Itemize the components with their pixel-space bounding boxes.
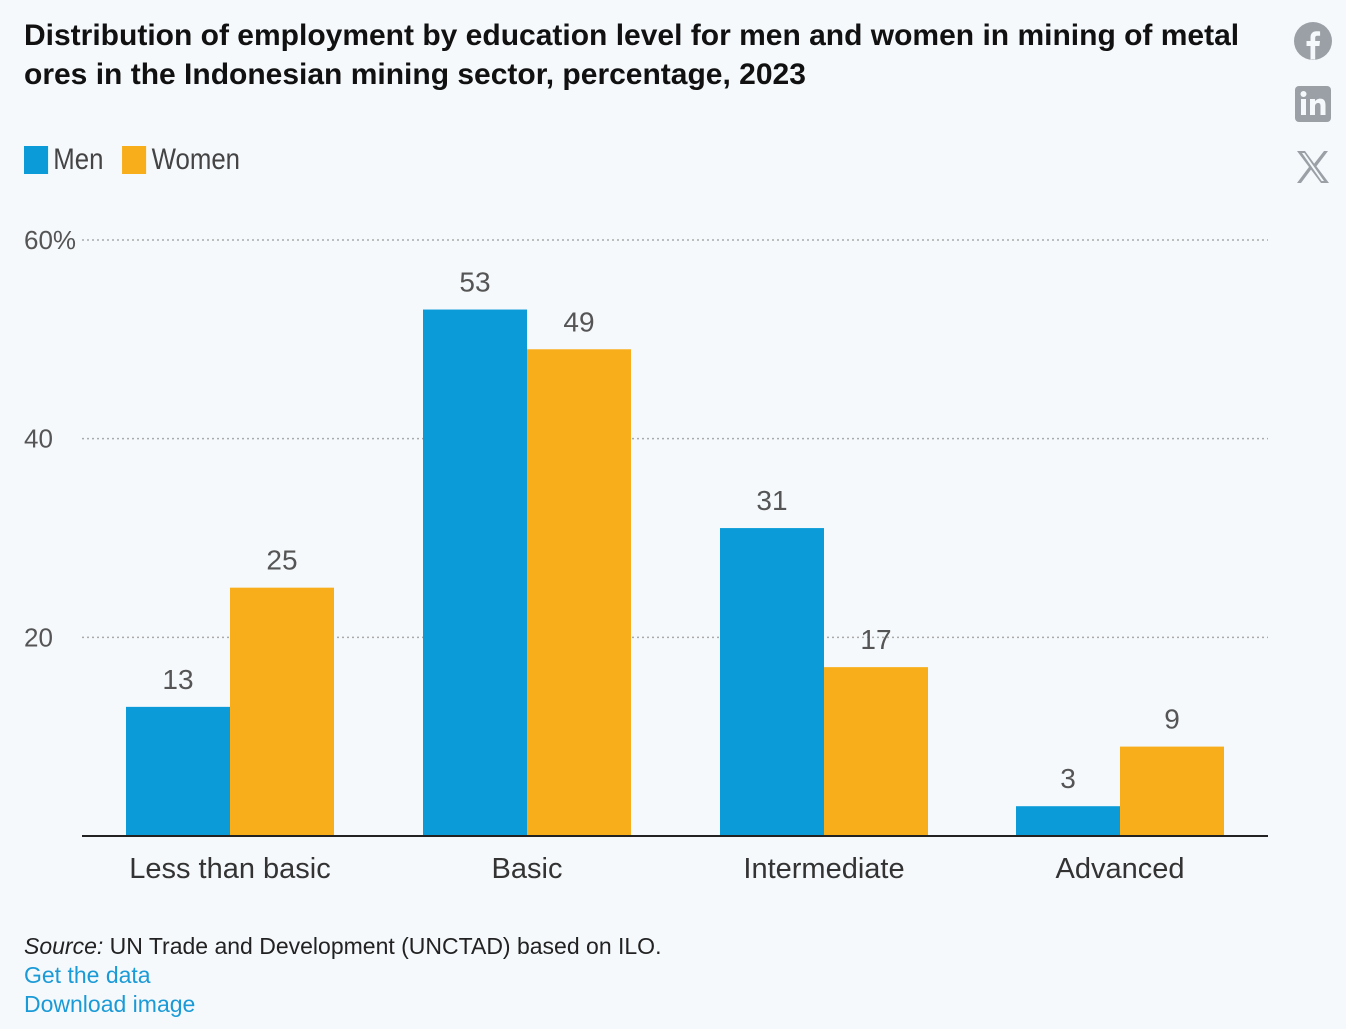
bar-men-advanced	[1016, 806, 1120, 836]
facebook-icon	[1294, 22, 1332, 60]
bar-women-less-than-basic	[230, 587, 334, 836]
y-tick-label-60: 60%	[24, 225, 76, 255]
legend-item-men: Men	[24, 143, 103, 177]
legend-label-men: Men	[53, 143, 104, 176]
source-note: Source: UN Trade and Development (UNCTAD…	[24, 932, 661, 961]
data-label-women-less-than-basic: 25	[266, 545, 297, 576]
y-tick-label-20: 20	[24, 622, 53, 652]
x-share-button[interactable]	[1292, 146, 1334, 188]
bar-women-basic	[527, 349, 631, 836]
bar-men-basic	[423, 309, 527, 836]
data-label-women-basic: 49	[563, 306, 594, 337]
y-tick-label-40: 40	[24, 424, 53, 454]
bar-men-intermediate	[720, 528, 824, 836]
chart-footer: Source: UN Trade and Development (UNCTAD…	[24, 932, 661, 1019]
data-label-men-intermediate: 31	[756, 485, 787, 516]
data-label-men-basic: 53	[459, 267, 490, 298]
data-label-men-advanced: 3	[1060, 763, 1076, 794]
bar-women-intermediate	[824, 667, 928, 836]
chart-legend: Men Women	[24, 143, 259, 177]
data-label-women-advanced: 9	[1164, 704, 1180, 735]
get-data-link[interactable]: Get the data	[24, 962, 151, 988]
source-text: UN Trade and Development (UNCTAD) based …	[103, 933, 662, 959]
legend-swatch-women	[122, 146, 147, 174]
legend-label-women: Women	[151, 143, 241, 176]
bar-women-advanced	[1120, 746, 1224, 836]
facebook-share-button[interactable]	[1292, 20, 1334, 62]
legend-item-women: Women	[122, 143, 240, 177]
x-tick-label-advanced: Advanced	[1056, 853, 1185, 885]
x-tick-label-basic: Basic	[492, 853, 563, 885]
x-tick-label-less-than-basic: Less than basic	[129, 853, 331, 885]
data-label-men-less-than-basic: 13	[162, 664, 193, 695]
legend-swatch-men	[24, 146, 49, 174]
chart-title: Distribution of employment by education …	[24, 19, 1240, 91]
bar-men-less-than-basic	[126, 706, 230, 836]
x-tick-label-intermediate: Intermediate	[743, 853, 904, 885]
download-image-link[interactable]: Download image	[24, 991, 196, 1017]
linkedin-icon	[1295, 86, 1331, 122]
x-icon	[1297, 151, 1329, 183]
bar-chart: 20 40 60% 13 25 Less than basic 53 49 Basic 31 17 I…	[24, 225, 1268, 885]
linkedin-share-button[interactable]	[1292, 83, 1334, 125]
source-label: Source:	[24, 933, 104, 959]
data-label-women-intermediate: 17	[860, 624, 891, 655]
